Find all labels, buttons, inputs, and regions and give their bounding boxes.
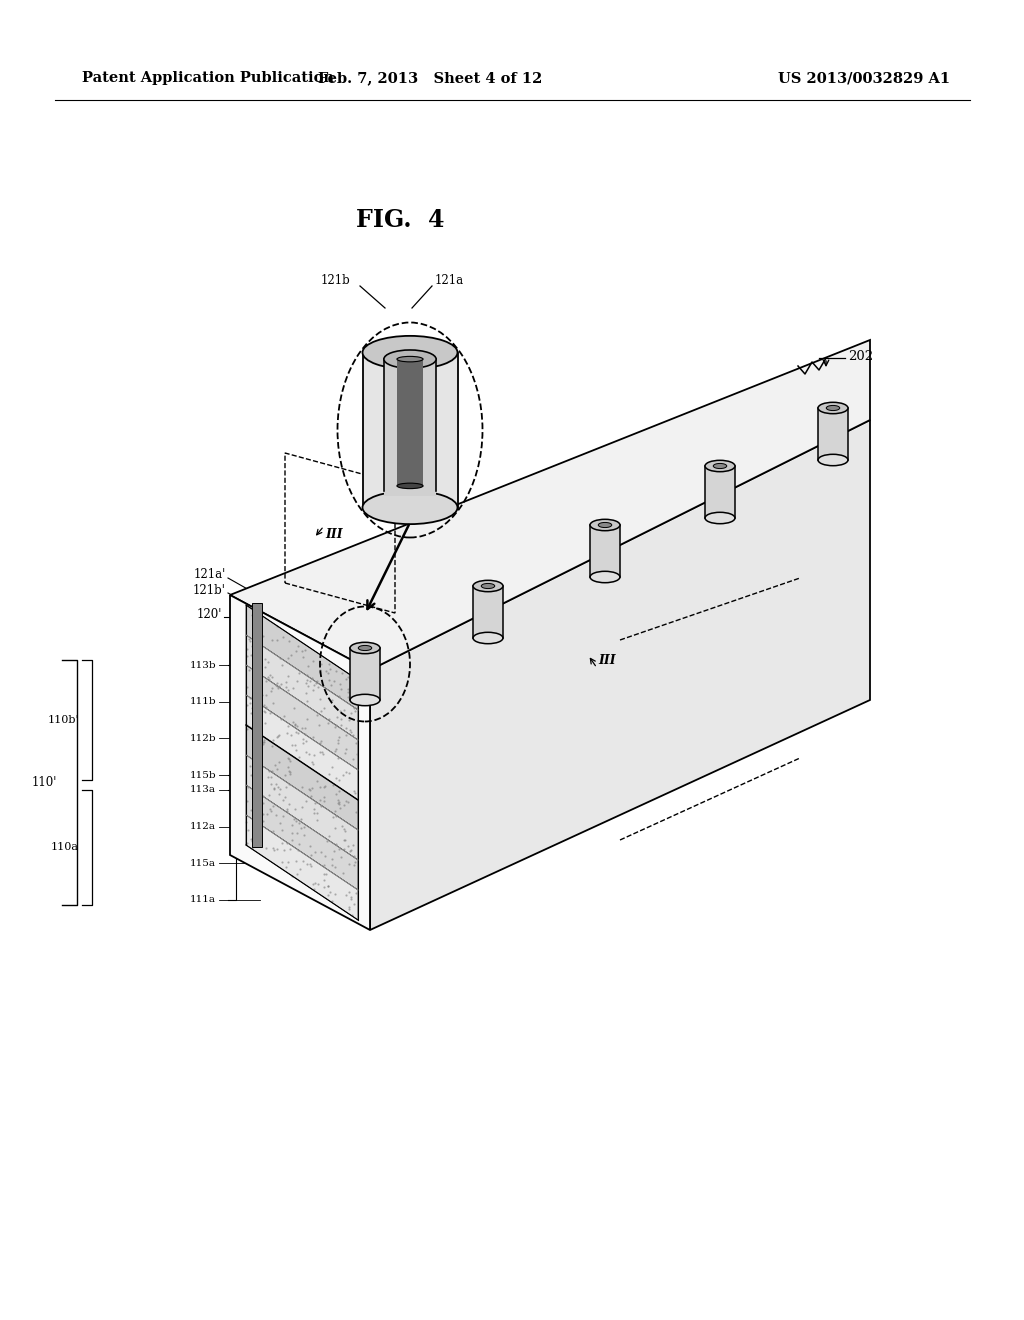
Text: 115b: 115b: [189, 771, 216, 780]
Ellipse shape: [705, 461, 735, 471]
Ellipse shape: [714, 463, 727, 469]
Text: 110a: 110a: [51, 842, 79, 853]
Text: FIG.  4: FIG. 4: [355, 209, 444, 232]
Text: US 2013/0032829 A1: US 2013/0032829 A1: [778, 71, 950, 84]
Text: 113a: 113a: [190, 785, 216, 795]
Polygon shape: [230, 341, 870, 671]
Text: Patent Application Publication: Patent Application Publication: [82, 71, 334, 84]
Polygon shape: [705, 466, 735, 517]
Ellipse shape: [818, 454, 848, 466]
Text: 115a: 115a: [190, 859, 216, 867]
Text: 121a: 121a: [435, 273, 464, 286]
Polygon shape: [397, 359, 423, 486]
Text: 111b: 111b: [189, 697, 216, 706]
Ellipse shape: [473, 632, 503, 644]
Text: 112b: 112b: [189, 734, 216, 743]
Text: 111a: 111a: [190, 895, 216, 904]
Polygon shape: [246, 635, 358, 741]
Ellipse shape: [826, 405, 840, 411]
Ellipse shape: [397, 483, 423, 488]
Polygon shape: [246, 785, 358, 890]
Ellipse shape: [362, 335, 458, 370]
Text: 110': 110': [32, 776, 57, 789]
Text: 120': 120': [197, 609, 222, 622]
Ellipse shape: [481, 583, 495, 589]
Text: 121b: 121b: [321, 273, 350, 286]
Ellipse shape: [397, 356, 423, 362]
Polygon shape: [252, 603, 262, 847]
Polygon shape: [590, 525, 620, 577]
Ellipse shape: [590, 519, 620, 531]
Ellipse shape: [384, 350, 436, 368]
Text: Feb. 7, 2013   Sheet 4 of 12: Feb. 7, 2013 Sheet 4 of 12: [317, 71, 542, 84]
Polygon shape: [818, 408, 848, 459]
Ellipse shape: [598, 523, 611, 528]
Polygon shape: [246, 665, 358, 770]
Ellipse shape: [818, 403, 848, 413]
Polygon shape: [473, 586, 503, 638]
Text: 113b: 113b: [189, 660, 216, 669]
Polygon shape: [384, 359, 436, 496]
Polygon shape: [246, 605, 358, 710]
Polygon shape: [350, 648, 380, 700]
Ellipse shape: [705, 512, 735, 524]
Polygon shape: [362, 352, 458, 507]
Text: 202: 202: [848, 350, 873, 363]
Text: 121b': 121b': [194, 583, 226, 597]
Polygon shape: [246, 814, 358, 920]
Text: 121a': 121a': [194, 569, 226, 582]
Ellipse shape: [362, 491, 458, 524]
Text: III: III: [598, 653, 615, 667]
Text: 110b': 110b': [47, 715, 79, 725]
Text: III: III: [325, 528, 343, 540]
Ellipse shape: [473, 581, 503, 591]
Ellipse shape: [590, 572, 620, 582]
Polygon shape: [370, 420, 870, 931]
Polygon shape: [230, 595, 370, 931]
Ellipse shape: [358, 645, 372, 651]
Polygon shape: [246, 696, 358, 800]
Ellipse shape: [350, 694, 380, 706]
Ellipse shape: [350, 643, 380, 653]
Text: 112a: 112a: [190, 822, 216, 832]
Polygon shape: [246, 725, 358, 830]
Polygon shape: [246, 755, 358, 861]
